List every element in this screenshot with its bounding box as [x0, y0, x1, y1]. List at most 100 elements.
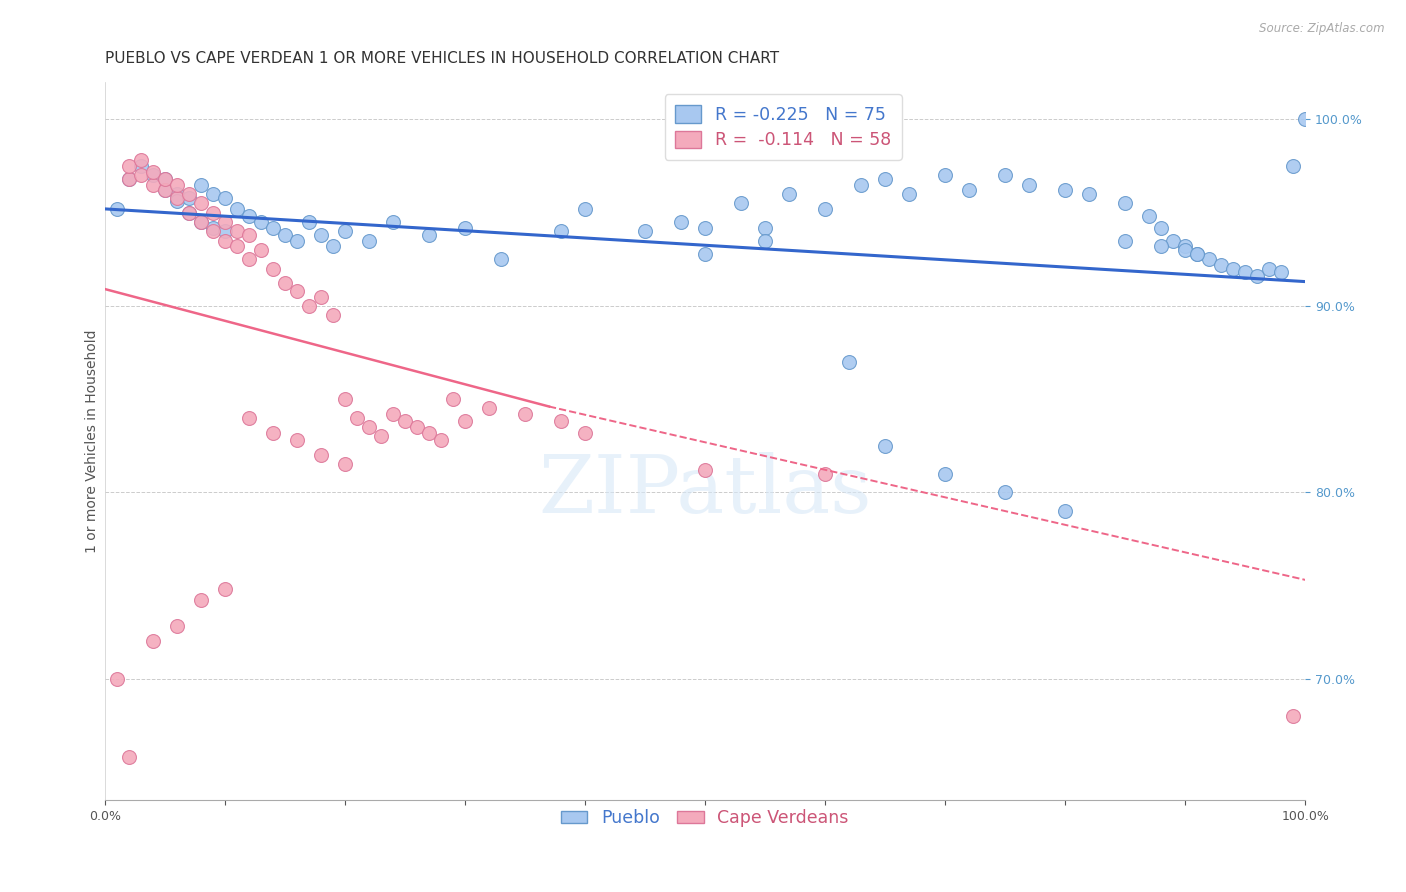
Point [1270, 265, 1292, 279]
Point [118, 750, 141, 764]
Point [262, 261, 284, 276]
Point [849, 178, 872, 192]
Point [934, 467, 956, 481]
Point [1294, 112, 1316, 127]
Point [550, 414, 572, 428]
Point [1114, 196, 1136, 211]
Point [105, 672, 128, 686]
Point [177, 205, 200, 219]
Point [1198, 252, 1220, 267]
Point [274, 227, 297, 242]
Point [322, 239, 344, 253]
Point [142, 178, 165, 192]
Point [118, 172, 141, 186]
Point [129, 153, 152, 168]
Point [1282, 159, 1305, 173]
Point [129, 159, 152, 173]
Point [214, 234, 236, 248]
Point [1211, 258, 1233, 272]
Point [298, 215, 321, 229]
Point [177, 186, 200, 201]
Point [262, 425, 284, 440]
Point [1234, 265, 1257, 279]
Point [166, 186, 188, 201]
Point [298, 299, 321, 313]
Point [346, 410, 368, 425]
Point [489, 252, 512, 267]
Point [250, 243, 273, 257]
Point [838, 355, 860, 369]
Point [754, 234, 776, 248]
Point [669, 215, 692, 229]
Point [333, 458, 356, 472]
Text: PUEBLO VS CAPE VERDEAN 1 OR MORE VEHICLES IN HOUSEHOLD CORRELATION CHART: PUEBLO VS CAPE VERDEAN 1 OR MORE VEHICLE… [105, 51, 779, 66]
Point [322, 308, 344, 322]
Point [1282, 709, 1305, 723]
Text: ZIPatlas: ZIPatlas [538, 452, 872, 530]
Point [1137, 210, 1160, 224]
Point [214, 582, 236, 597]
Point [238, 410, 260, 425]
Point [730, 196, 752, 211]
Point [430, 433, 453, 447]
Point [214, 224, 236, 238]
Point [370, 429, 392, 443]
Point [1174, 243, 1197, 257]
Point [105, 202, 128, 216]
Point [309, 227, 332, 242]
Point [754, 220, 776, 235]
Point [190, 196, 212, 211]
Point [177, 205, 200, 219]
Point [166, 619, 188, 633]
Point [285, 234, 308, 248]
Point [875, 172, 897, 186]
Point [1222, 261, 1244, 276]
Point [153, 183, 176, 197]
Point [957, 183, 980, 197]
Point [814, 202, 837, 216]
Point [225, 202, 247, 216]
Point [1150, 220, 1173, 235]
Point [1150, 239, 1173, 253]
Point [574, 425, 596, 440]
Point [454, 220, 477, 235]
Point [166, 194, 188, 209]
Point [118, 159, 141, 173]
Point [778, 186, 800, 201]
Point [381, 215, 404, 229]
Point [357, 234, 380, 248]
Point [693, 463, 716, 477]
Point [201, 224, 224, 238]
Point [309, 289, 332, 303]
Point [201, 186, 224, 201]
Point [994, 485, 1017, 500]
Point [190, 215, 212, 229]
Text: Source: ZipAtlas.com: Source: ZipAtlas.com [1260, 22, 1385, 36]
Point [394, 414, 416, 428]
Point [934, 169, 956, 183]
Point [994, 169, 1017, 183]
Point [1174, 239, 1197, 253]
Point [142, 169, 165, 183]
Point [550, 224, 572, 238]
Point [1258, 261, 1281, 276]
Point [214, 191, 236, 205]
Point [153, 172, 176, 186]
Point [262, 220, 284, 235]
Point [166, 178, 188, 192]
Point [357, 420, 380, 434]
Point [190, 593, 212, 607]
Point [177, 191, 200, 205]
Point [238, 210, 260, 224]
Point [166, 191, 188, 205]
Point [225, 224, 247, 238]
Point [898, 186, 921, 201]
Point [1018, 178, 1040, 192]
Point [190, 215, 212, 229]
Point [1114, 234, 1136, 248]
Point [118, 172, 141, 186]
Point [153, 172, 176, 186]
Point [225, 239, 247, 253]
Point [333, 224, 356, 238]
Point [333, 392, 356, 406]
